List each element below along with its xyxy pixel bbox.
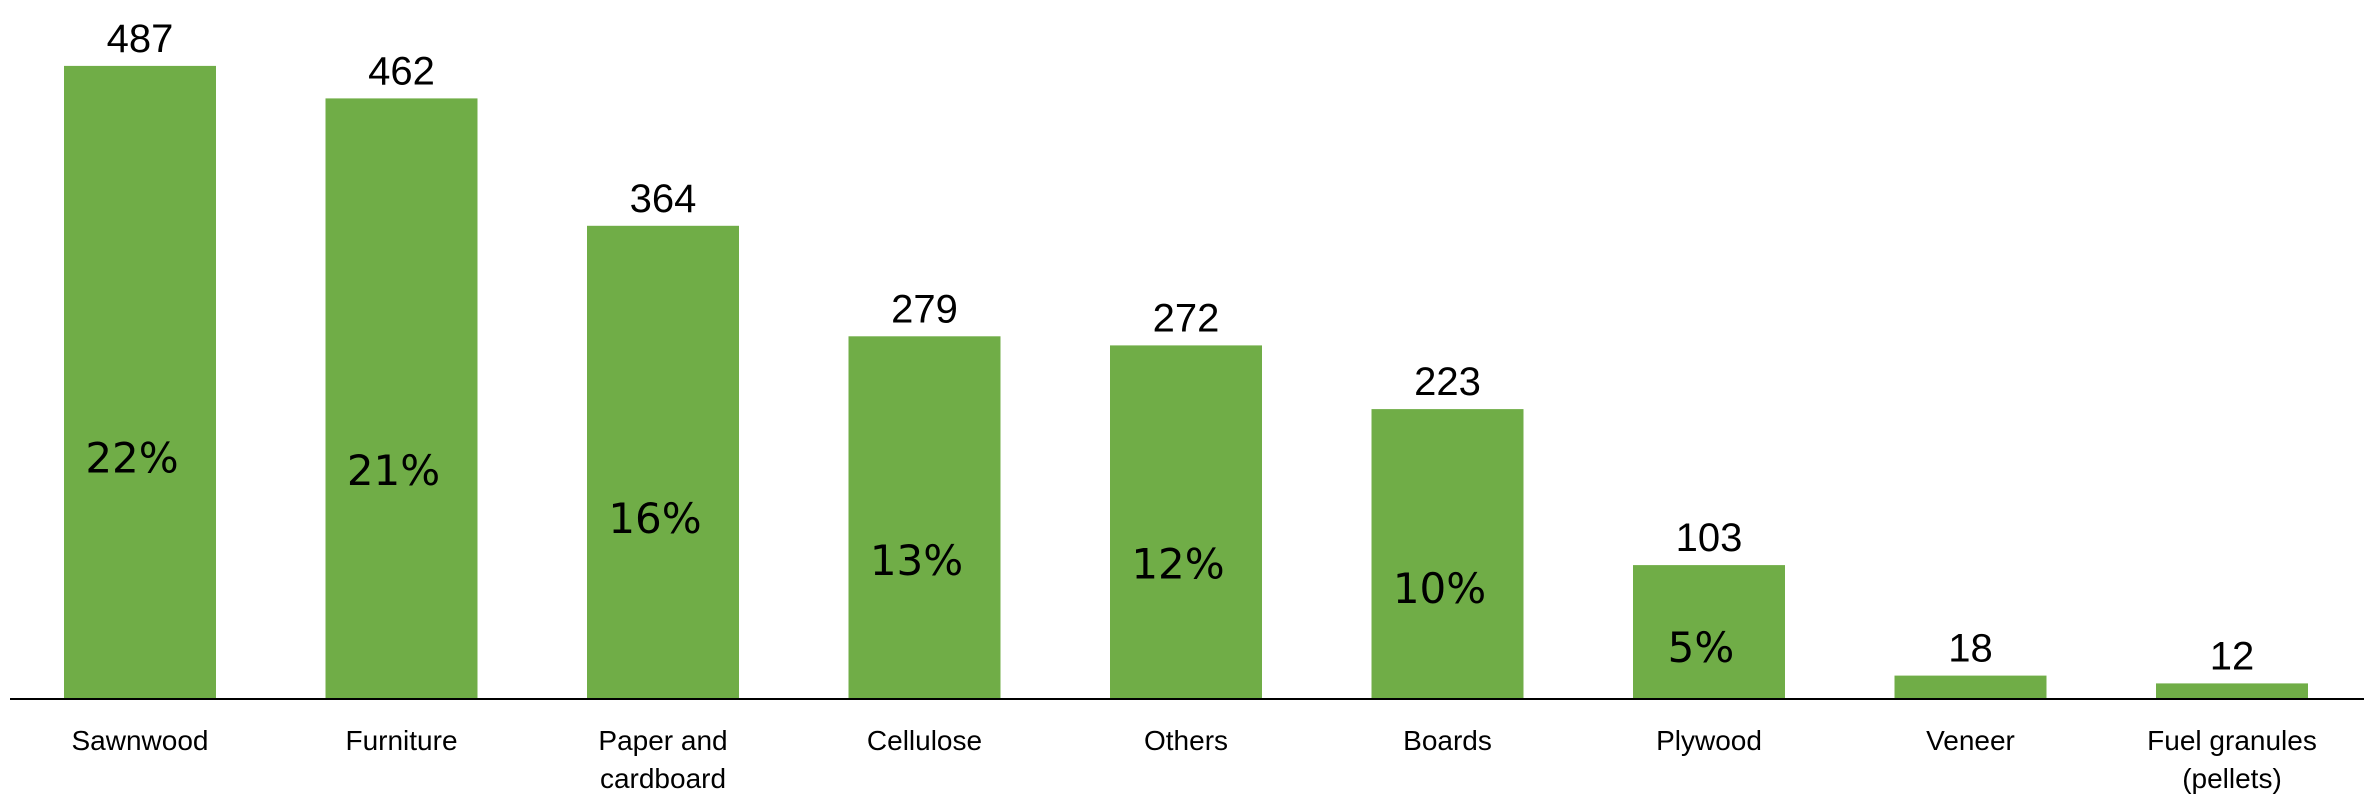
category-label: Cellulose (867, 725, 982, 756)
bar (587, 225, 739, 700)
category-label: Boards (1403, 725, 1492, 756)
percent-label: 21% (347, 446, 440, 495)
bar (1633, 565, 1785, 699)
bar (325, 98, 478, 699)
value-label: 223 (1414, 360, 1481, 404)
labels-group: 487 22% Sawnwood 462 21% Furniture 364 16% Paper… (72, 17, 2317, 794)
bar (64, 65, 216, 699)
percent-label: 12% (1131, 540, 1224, 589)
bar (1894, 675, 2047, 699)
value-label: 18 (1948, 627, 1993, 671)
value-label: 462 (368, 49, 435, 93)
bar (1110, 345, 1262, 699)
bar (1371, 409, 1524, 699)
bar (848, 336, 1001, 699)
percent-label: 5% (1668, 623, 1735, 672)
value-label: 272 (1153, 296, 1220, 340)
value-label: 103 (1676, 516, 1743, 560)
value-label: 12 (2210, 634, 2255, 678)
value-label: 487 (107, 17, 174, 61)
value-label: 364 (630, 177, 697, 221)
percent-label: 13% (870, 536, 963, 585)
category-label: Veneer (1926, 725, 2015, 756)
percent-label: 10% (1393, 564, 1486, 613)
bars-group (64, 65, 2308, 700)
category-label: Plywood (1656, 725, 1762, 756)
category-label: Fuel granules (2147, 725, 2317, 756)
value-label: 279 (891, 287, 958, 331)
percent-label: 16% (608, 494, 701, 543)
category-label: Sawnwood (72, 725, 209, 756)
percent-label: 22% (85, 433, 178, 482)
category-label: Paper and (598, 725, 727, 756)
category-label: Furniture (345, 725, 457, 756)
category-label: cardboard (600, 763, 726, 794)
bar (2156, 683, 2308, 699)
category-label: (pellets) (2182, 763, 2282, 794)
category-label: Others (1144, 725, 1228, 756)
